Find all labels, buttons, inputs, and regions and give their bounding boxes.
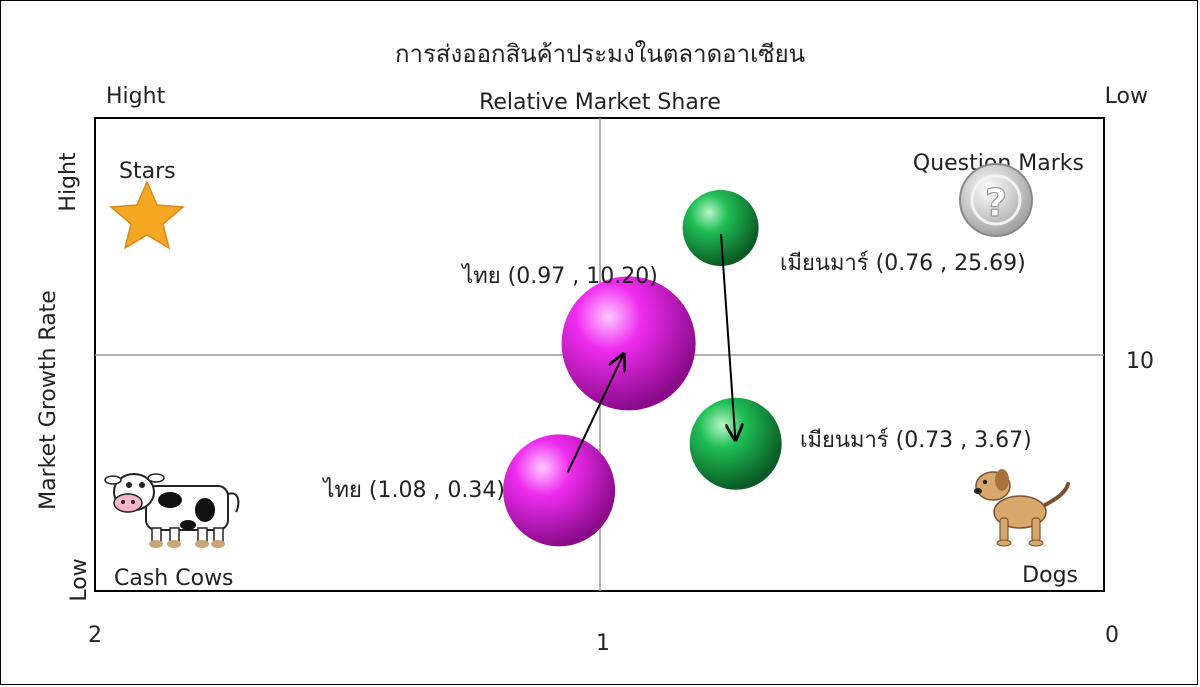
- x-low-label: Low: [1105, 84, 1148, 109]
- y-axis-label: Market Growth Rate: [36, 290, 61, 510]
- movement-arrow: [566, 354, 624, 473]
- bubble-data-label: ไทย (0.97 , 10.20): [460, 263, 658, 289]
- bubble-point: [561, 276, 696, 411]
- bubble-point: [689, 397, 782, 490]
- bubble-point: [503, 434, 616, 547]
- quadrant-label-dogs: Dogs: [1022, 563, 1078, 588]
- bubble-data-label: ไทย (1.08 , 0.34): [321, 477, 505, 503]
- quadrant-label-stars: Stars: [119, 159, 176, 184]
- bubble-layer: [503, 190, 782, 547]
- question-mark-icon: ?: [959, 163, 1033, 237]
- x-tick-label: 0: [1105, 623, 1119, 648]
- x-axis-label: Relative Market Share: [479, 90, 721, 115]
- y-low-label: Low: [67, 558, 92, 601]
- x-tick-label: 2: [88, 623, 102, 648]
- svg-text:?: ?: [985, 181, 1007, 225]
- x-high-label: Hight: [106, 84, 166, 109]
- bubble-point: [682, 190, 759, 266]
- y-mid-tick-label: 10: [1126, 349, 1154, 374]
- x-tick-label: 1: [596, 631, 610, 656]
- star-icon: [109, 180, 185, 250]
- movement-arrow: [720, 233, 735, 440]
- bubble-label-layer: ไทย (1.08 , 0.34) ไทย (0.97 , 10.20) เมียน…: [321, 233, 1032, 503]
- dog-icon: [974, 469, 1070, 547]
- y-high-label: Hight: [56, 152, 81, 212]
- chart-title: การส่งออกสินค้าประมงในตลาดอาเซียน: [395, 40, 805, 68]
- bubble-data-label: เมียนมาร์ (0.76 , 25.69): [780, 251, 1026, 276]
- quadrant-label-cash-cows: Cash Cows: [114, 566, 234, 591]
- cow-icon: [104, 473, 240, 548]
- bubble-data-label: เมียนมาร์ (0.73 , 3.67): [800, 428, 1032, 453]
